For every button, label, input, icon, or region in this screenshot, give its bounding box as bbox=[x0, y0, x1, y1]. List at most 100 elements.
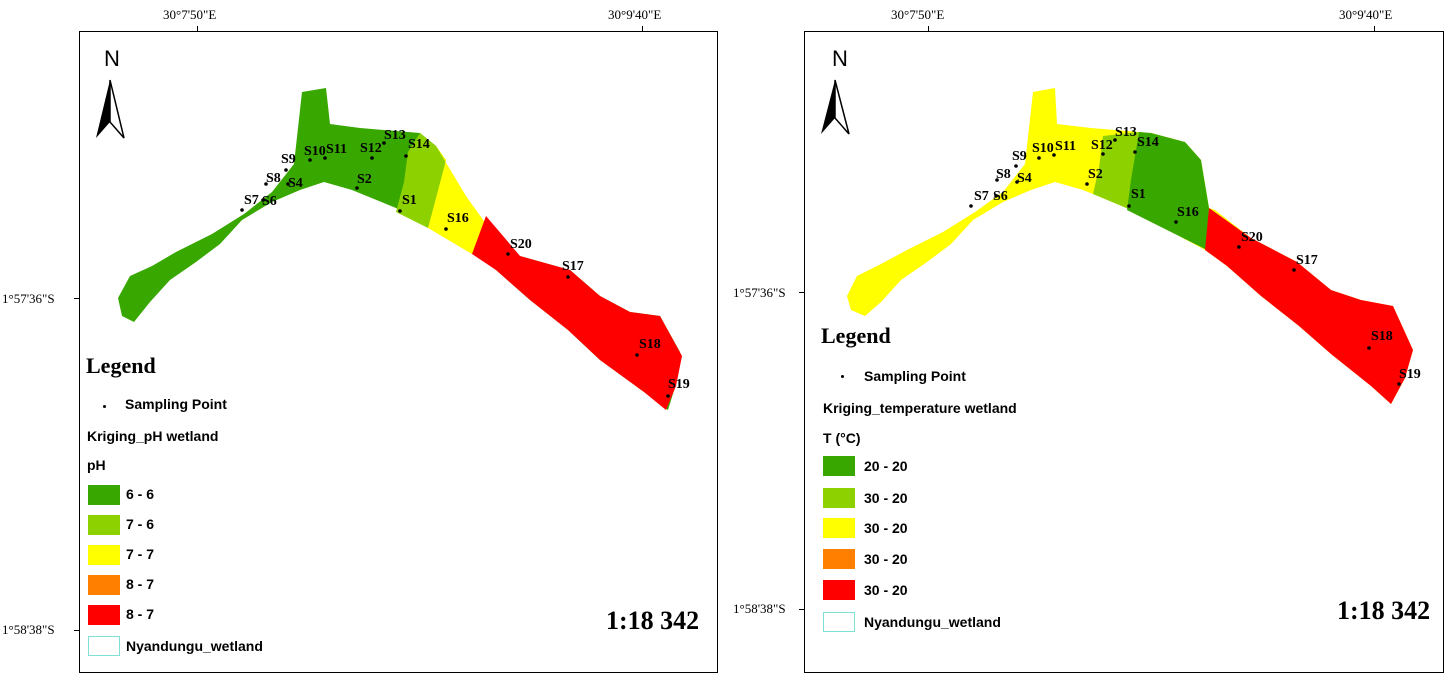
legend-field-label: pH bbox=[87, 457, 106, 473]
legend-class-label: 6 - 6 bbox=[126, 486, 155, 502]
wetland-zone-ph-6-6 bbox=[118, 88, 680, 410]
wetland-zone-t-20-20 bbox=[1127, 132, 1209, 250]
sampling-point bbox=[1292, 268, 1296, 272]
graticule-tick bbox=[799, 609, 804, 610]
sampling-point bbox=[666, 394, 670, 398]
graticule-tick bbox=[642, 26, 643, 31]
point-label: S6 bbox=[262, 194, 277, 209]
ph-map-panel: 30°7'50"E 30°9'40"E 1°57'36"S 1°58'38"S … bbox=[0, 0, 726, 673]
point-label: S13 bbox=[1115, 125, 1137, 140]
sampling-point bbox=[444, 227, 448, 231]
sampling-point bbox=[284, 168, 288, 172]
sampling-point bbox=[1397, 382, 1401, 386]
point-label: S14 bbox=[1137, 135, 1159, 150]
sampling-point-symbol bbox=[841, 375, 844, 378]
legend-class-label: 8 - 7 bbox=[126, 576, 155, 592]
sampling-point bbox=[264, 182, 268, 186]
graticule-tick bbox=[1374, 26, 1375, 31]
legend-boundary-label: Nyandungu_wetland bbox=[864, 614, 1001, 630]
longitude-label-right: 30°9'40"E bbox=[608, 7, 662, 22]
temperature-map-panel: 30°7'50"E 30°9'40"E 1°57'36"S 1°58'38"S … bbox=[731, 0, 1452, 673]
point-label: S17 bbox=[1296, 253, 1318, 268]
sampling-point bbox=[382, 141, 386, 145]
wetland-zone-t-30-20-red bbox=[1205, 208, 1413, 404]
point-label: S12 bbox=[1091, 138, 1113, 153]
legend-class-label: 7 - 6 bbox=[126, 516, 155, 532]
legend-layer-label: Kriging_pH wetland bbox=[87, 428, 219, 444]
point-label: S11 bbox=[1055, 139, 1076, 154]
point-label: S8 bbox=[996, 167, 1011, 182]
scale-text: 1:18 342 bbox=[1337, 596, 1431, 625]
legend-class-label: 8 - 7 bbox=[126, 606, 155, 622]
graticule-tick bbox=[74, 298, 79, 299]
legend-field-label: T (°C) bbox=[823, 430, 861, 446]
legend-boundary-swatch bbox=[88, 636, 120, 656]
sampling-point bbox=[286, 182, 290, 186]
point-label: S8 bbox=[266, 171, 281, 186]
north-label: N bbox=[832, 46, 848, 71]
legend-class-label: 30 - 20 bbox=[864, 520, 908, 536]
point-label: S16 bbox=[447, 211, 469, 226]
graticule-tick bbox=[74, 630, 79, 631]
legend-boundary-swatch bbox=[823, 612, 855, 632]
sampling-point bbox=[506, 252, 510, 256]
latitude-label-bottom: 1°58'38"S bbox=[2, 622, 55, 637]
point-label: S7 bbox=[974, 189, 989, 204]
north-arrow-icon bbox=[96, 79, 125, 139]
point-label: S18 bbox=[639, 337, 661, 352]
legend-swatch bbox=[823, 549, 855, 569]
wetland-zone-ph-7-7 bbox=[428, 146, 486, 254]
legend-class-label: 7 - 7 bbox=[126, 546, 155, 562]
legend-sampling-label: Sampling Point bbox=[125, 396, 227, 412]
temperature-wetland-map: N S1 S2 S4 S6 S7 S8 S9 S10 S11 S12 S13 S… bbox=[821, 46, 1421, 404]
sampling-point-symbol bbox=[103, 405, 106, 408]
legend-layer-label: Kriging_temperature wetland bbox=[823, 400, 1017, 416]
legend-sampling-label: Sampling Point bbox=[864, 368, 966, 384]
legend-boundary-label: Nyandungu_wetland bbox=[126, 638, 263, 654]
legend-class-label: 30 - 20 bbox=[864, 551, 908, 567]
ph-wetland-map: N S1 S2 S4 S6 S7 S8 S9 S10 S11 S12 S13 S… bbox=[96, 46, 690, 410]
sampling-point bbox=[1015, 180, 1019, 184]
longitude-label-left: 30°7'50"E bbox=[891, 7, 945, 22]
point-label: S20 bbox=[510, 237, 532, 252]
legend-swatch bbox=[88, 605, 120, 625]
sampling-point bbox=[1113, 138, 1117, 142]
graticule-tick bbox=[928, 26, 929, 31]
point-label: S2 bbox=[1088, 167, 1103, 182]
sampling-point bbox=[1085, 182, 1089, 186]
legend-swatch bbox=[823, 580, 855, 600]
legend-swatch bbox=[88, 515, 120, 535]
sampling-point bbox=[370, 156, 374, 160]
sampling-point bbox=[1174, 220, 1178, 224]
sampling-point bbox=[261, 198, 265, 202]
point-label: S11 bbox=[326, 142, 347, 157]
sampling-point bbox=[994, 194, 998, 198]
sampling-point bbox=[969, 204, 973, 208]
point-label: S13 bbox=[384, 128, 406, 143]
sampling-point bbox=[240, 208, 244, 212]
legend-swatch bbox=[88, 545, 120, 565]
point-label: S1 bbox=[1131, 187, 1146, 202]
sampling-point bbox=[1237, 245, 1241, 249]
sampling-point bbox=[1014, 164, 1018, 168]
latitude-label-top: 1°57'36"S bbox=[2, 291, 55, 306]
sampling-point bbox=[995, 178, 999, 182]
point-label: S19 bbox=[668, 377, 690, 392]
longitude-label-left: 30°7'50"E bbox=[163, 7, 217, 22]
sampling-point bbox=[635, 353, 639, 357]
sampling-point bbox=[1052, 153, 1056, 157]
wetland-zone-ph-7-6 bbox=[396, 133, 446, 228]
latitude-label-top: 1°57'36"S bbox=[733, 285, 786, 300]
point-label: S16 bbox=[1177, 205, 1199, 220]
graticule-tick bbox=[197, 26, 198, 31]
sampling-point bbox=[1133, 150, 1137, 154]
sampling-point bbox=[323, 156, 327, 160]
point-label: S19 bbox=[1399, 367, 1421, 382]
point-label: S14 bbox=[408, 137, 430, 152]
legend-class-label: 20 - 20 bbox=[864, 458, 908, 474]
point-label: S1 bbox=[402, 193, 417, 208]
sampling-point bbox=[1037, 156, 1041, 160]
legend-title: Legend bbox=[86, 353, 156, 378]
scale-text: 1:18 342 bbox=[606, 606, 700, 635]
point-label: S7 bbox=[244, 193, 259, 208]
